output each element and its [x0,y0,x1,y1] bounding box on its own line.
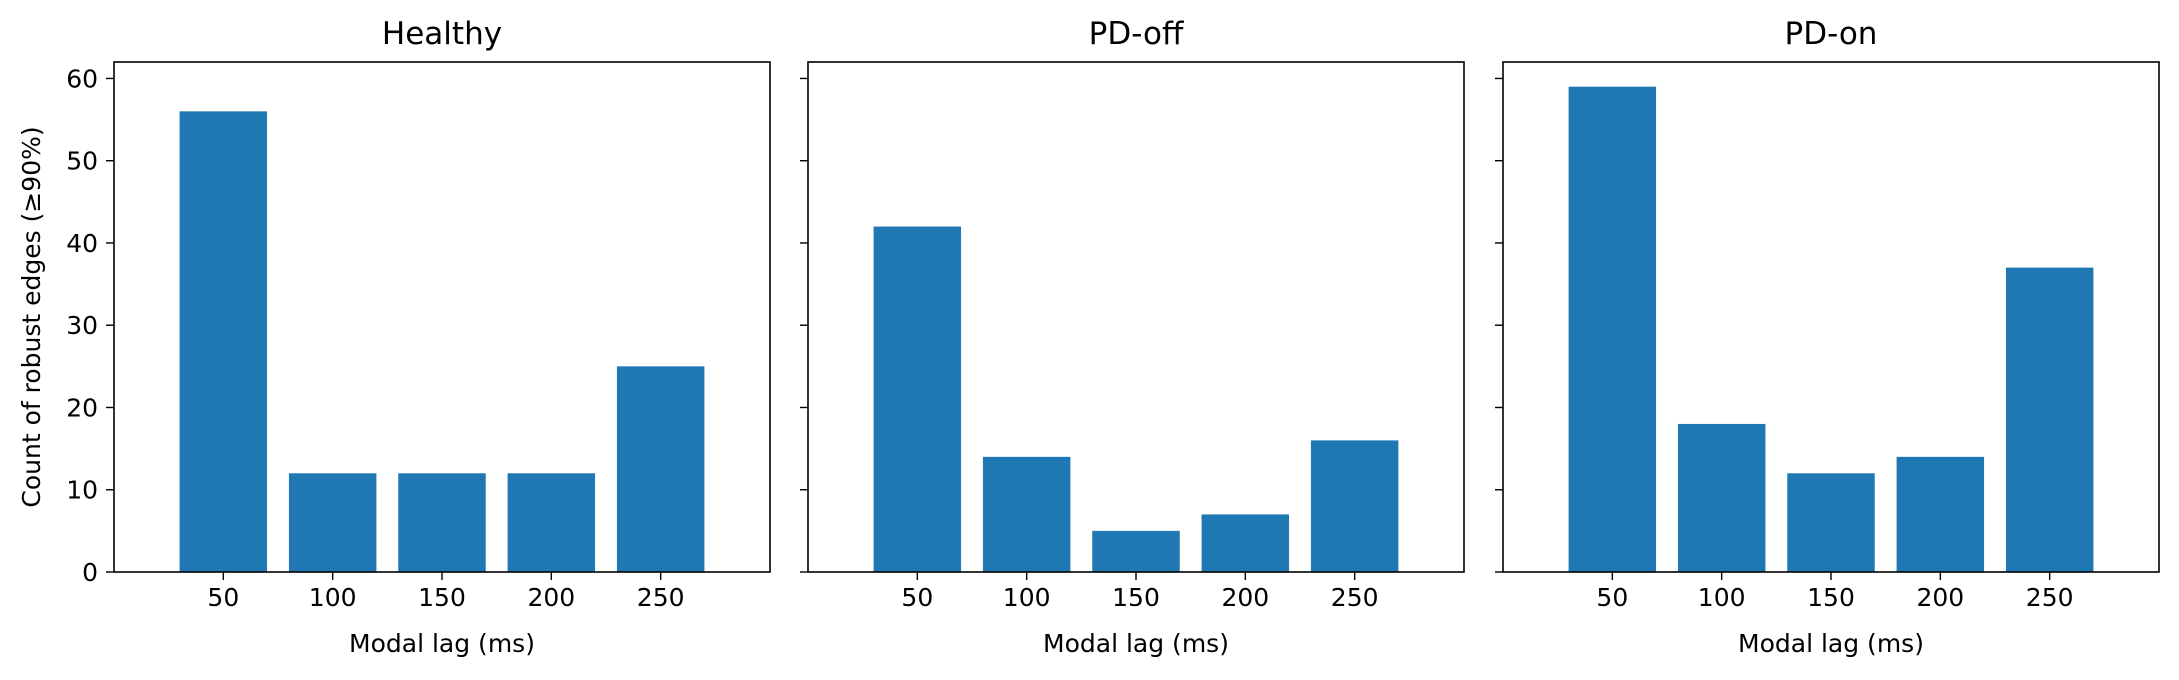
x-tick-label: 250 [2026,583,2074,612]
x-tick-label: 150 [1112,583,1160,612]
y-tick-label: 40 [66,229,98,258]
x-tick-label: 100 [1003,583,1051,612]
y-tick-label: 20 [66,393,98,422]
x-tick-label: 200 [1221,583,1269,612]
bar-100 [1677,423,1766,572]
bar-200 [1201,514,1290,572]
bar-50 [1568,86,1657,572]
x-tick-label: 100 [309,583,357,612]
panel-title: PD-off [1089,16,1184,52]
bar-100 [982,456,1071,572]
x-tick-label: 150 [1807,583,1855,612]
bar-50 [873,226,962,573]
panel-healthy: Healthy 50 100 150 200 250 Modal lag (ms) 0 10 20… [17,16,771,658]
bar-50 [179,111,268,573]
y-tick-label: 10 [66,476,98,505]
bar-150 [1092,530,1180,572]
panel-title: Healthy [382,16,502,52]
bar-250 [1310,440,1399,572]
bar-250 [2005,267,2094,572]
y-tick-label: 60 [66,64,98,93]
x-tick-label: 50 [207,583,239,612]
bar-150 [398,473,486,572]
panel-pd-on: PD-on 50 100 150 200 250 Modal lag (ms) [1495,16,2160,658]
x-tick-label: 150 [418,583,466,612]
x-tick-label: 200 [527,583,575,612]
x-axis-label: Modal lag (ms) [349,629,535,658]
bar-200 [507,473,596,572]
x-axis-label: Modal lag (ms) [1043,629,1229,658]
x-tick-label: 50 [901,583,933,612]
bar-150 [1787,473,1875,572]
y-tick-label: 50 [66,147,98,176]
x-tick-label: 250 [637,583,685,612]
x-tick-label: 50 [1596,583,1628,612]
panel-title: PD-on [1785,16,1878,52]
bar-100 [288,473,377,572]
x-tick-label: 250 [1331,583,1379,612]
bar-250 [616,366,705,572]
panel-pd-off: PD-off 50 100 150 200 250 Modal lag (ms) [800,16,1465,658]
x-tick-label: 100 [1698,583,1746,612]
bar-200 [1896,456,1985,572]
y-axis-label: Count of robust edges (≥90%) [17,126,46,507]
x-axis-label: Modal lag (ms) [1738,629,1924,658]
y-tick-label: 0 [82,558,98,587]
y-tick-label: 30 [66,311,98,340]
x-tick-label: 200 [1916,583,1964,612]
